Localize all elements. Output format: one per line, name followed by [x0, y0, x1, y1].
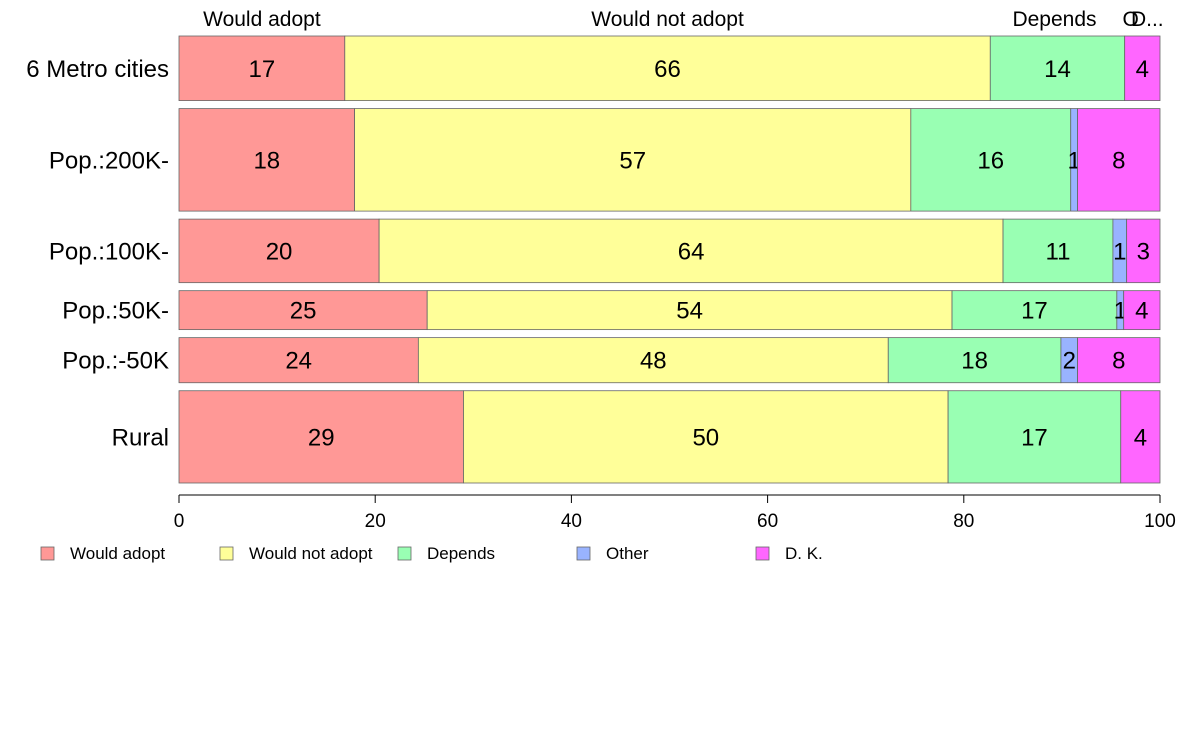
data-label: 8: [1112, 147, 1125, 174]
data-label: 2: [1063, 348, 1076, 375]
data-label: 4: [1135, 298, 1148, 325]
data-label: 17: [249, 56, 276, 83]
data-label: 64: [678, 238, 705, 265]
bar-pop-200k-depends: [910, 108, 1072, 212]
bar-pop-100k-would-not-adopt: [378, 218, 1004, 284]
data-label: 8: [1112, 348, 1125, 375]
x-tick-label: 100: [1144, 511, 1176, 532]
bar-pop-100k-d-k: [1126, 218, 1161, 284]
bar-pop-50k-would-not-adopt: [426, 290, 953, 331]
legend-swatch-depends: [397, 546, 412, 561]
bar-pop-50k-would-adopt: [178, 290, 428, 331]
data-label: 3: [1137, 238, 1150, 265]
bar-pop-200k-d-k: [1077, 108, 1161, 212]
category-label: Rural: [112, 424, 169, 451]
bar-pop-100k-would-adopt: [178, 218, 380, 284]
top-label: Would adopt: [203, 8, 321, 31]
bar-6-metro-cities-d-k: [1124, 35, 1161, 101]
data-label: 54: [676, 298, 703, 325]
data-label: 17: [1021, 424, 1048, 451]
data-label: 18: [253, 147, 280, 174]
bar-pop-50k-d-k: [1077, 337, 1161, 384]
bar-pop-100k-depends: [1002, 218, 1114, 284]
legend-label: Would not adopt: [249, 544, 373, 563]
data-label: 1: [1113, 238, 1126, 265]
legend-swatch-other: [576, 546, 591, 561]
x-axis: 0 20 40 60 80 100: [174, 494, 1176, 532]
bar-pop-50k-would-not-adopt: [417, 337, 889, 384]
bar-pop-50k-would-adopt: [178, 337, 419, 384]
x-tick-label: 40: [561, 511, 582, 532]
bar-rural-would-not-adopt: [463, 390, 949, 484]
category-label: Pop.:200K-: [49, 147, 169, 174]
bar-pop-200k-would-adopt: [178, 108, 355, 212]
bars-group: 17 66 14 418 57 16 1 820 64 11 1 325 54 17 1 424 48 18 2 82…: [178, 35, 1161, 484]
bar-rural-would-adopt: [178, 390, 464, 484]
x-tick-label: 60: [757, 511, 778, 532]
legend: Would adopt Would not adopt Depends Other D.…: [40, 544, 823, 563]
bar-pop-50k-depends: [887, 337, 1062, 384]
data-label: 4: [1136, 56, 1149, 83]
x-tick-label: 80: [953, 511, 974, 532]
top-category-labels: Would adopt Would not adopt Depends OD...: [203, 8, 1163, 31]
category-label: Pop.:50K-: [62, 298, 169, 325]
data-label: 66: [654, 56, 681, 83]
legend-label: Other: [606, 544, 649, 563]
data-label: 4: [1134, 424, 1147, 451]
data-label: 50: [692, 424, 719, 451]
legend-label: D. K.: [785, 544, 823, 563]
category-label: Pop.:-50K: [62, 348, 169, 375]
bar-pop-50k-depends: [951, 290, 1118, 331]
bar-pop-200k-would-not-adopt: [354, 108, 912, 212]
legend-swatch-d-k: [755, 546, 770, 561]
x-tick-label: 0: [174, 511, 185, 532]
data-label: 11: [1046, 238, 1071, 265]
top-label: D...: [1131, 8, 1164, 31]
category-label: 6 Metro cities: [26, 56, 169, 83]
legend-label: Would adopt: [70, 544, 165, 563]
legend-swatch-would-adopt: [40, 546, 55, 561]
top-label: O: [1123, 8, 1139, 31]
bar-rural-depends: [947, 390, 1122, 484]
bar-rural-d-k: [1120, 390, 1161, 484]
data-label: 48: [640, 348, 667, 375]
data-label: 16: [977, 147, 1004, 174]
data-label: 25: [290, 298, 317, 325]
x-tick-label: 20: [365, 511, 386, 532]
legend-label: Depends: [427, 544, 495, 563]
data-label: 18: [961, 348, 988, 375]
data-label: 20: [266, 238, 293, 265]
category-labels: 6 Metro cities Pop.:200K- Pop.:100K- Pop.:5…: [26, 56, 169, 452]
data-label: 57: [619, 147, 646, 174]
legend-swatch-would-not-adopt: [219, 546, 234, 561]
top-label: Would not adopt: [591, 8, 744, 31]
bar-6-metro-cities-would-not-adopt: [344, 35, 991, 101]
category-label: Pop.:100K-: [49, 238, 169, 265]
top-label: Depends: [1012, 8, 1096, 31]
data-label: 24: [285, 348, 312, 375]
data-label: 14: [1044, 56, 1071, 83]
data-label: 29: [308, 424, 335, 451]
bar-pop-50k-d-k: [1123, 290, 1161, 331]
data-label: 17: [1021, 298, 1048, 325]
